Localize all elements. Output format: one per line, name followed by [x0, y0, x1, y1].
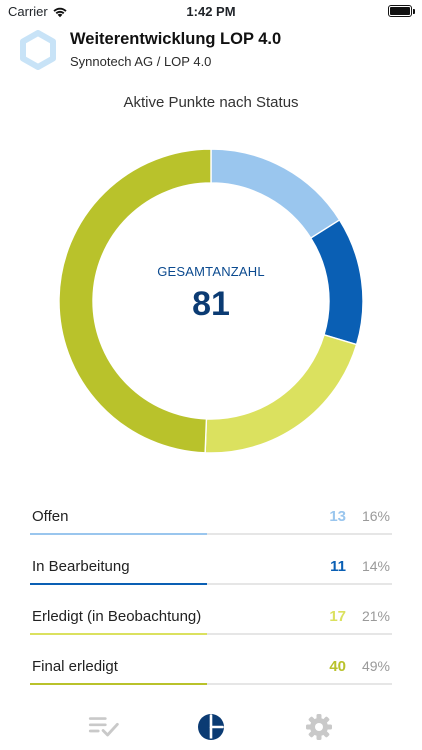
legend-bar: [30, 633, 208, 635]
tab-settings[interactable]: [303, 712, 335, 742]
legend-track: [30, 583, 392, 585]
donut-slice-3[interactable]: [58, 148, 212, 454]
total-label: GESAMTANZAHL: [157, 264, 265, 279]
legend-bar: [30, 533, 208, 535]
legend-label: Offen: [32, 508, 69, 525]
legend-percent: 14%: [361, 558, 390, 574]
status-donut-chart: [58, 148, 364, 454]
total-value: 81: [192, 285, 230, 323]
project-header[interactable]: Weiterentwicklung LOP 4.0 Synnotech AG /…: [0, 22, 422, 78]
carrier-group: Carrier: [8, 4, 68, 19]
legend-percent: 16%: [361, 508, 390, 524]
tab-bar: [0, 704, 422, 750]
legend-track: [30, 683, 392, 685]
chart-title: Aktive Punkte nach Status: [123, 94, 299, 111]
gear-icon: [306, 714, 332, 740]
legend-count: 17: [329, 608, 346, 625]
legend-row-final-erledigt[interactable]: Final erledigt 40 49%: [30, 648, 392, 698]
legend-row-in-bearbeitung[interactable]: In Bearbeitung 11 14%: [30, 548, 392, 598]
legend-label: Final erledigt: [32, 658, 118, 675]
checklist-icon: [88, 717, 119, 737]
carrier-label: Carrier: [8, 4, 48, 19]
status-bar: Carrier 1:42 PM: [0, 0, 422, 22]
wifi-icon: [53, 7, 67, 17]
clock: 1:42 PM: [186, 4, 236, 19]
project-title: Weiterentwicklung LOP 4.0: [70, 30, 282, 48]
legend-row-offen[interactable]: Offen 13 16%: [30, 498, 392, 548]
battery-icon: [388, 5, 415, 17]
donut-center: GESAMTANZAHL 81: [56, 146, 366, 456]
legend-label: Erledigt (in Beobachtung): [32, 608, 202, 625]
pie-chart-icon: [198, 714, 224, 740]
legend-count: 11: [330, 558, 346, 575]
legend-count: 40: [329, 658, 346, 675]
legend-percent: 49%: [361, 658, 390, 674]
legend-track: [30, 633, 392, 635]
tab-statistics[interactable]: [195, 712, 227, 742]
tab-list[interactable]: [88, 712, 120, 742]
legend-count: 13: [329, 508, 346, 525]
legend-track: [30, 533, 392, 535]
legend-row-erledigt-beobachtung[interactable]: Erledigt (in Beobachtung) 17 21%: [30, 598, 392, 648]
hexagon-logo-icon: [20, 30, 56, 70]
legend-percent: 21%: [361, 608, 390, 624]
legend-label: In Bearbeitung: [32, 558, 130, 575]
legend-bar: [30, 683, 208, 685]
project-subtitle: Synnotech AG / LOP 4.0: [70, 54, 212, 69]
legend-bar: [30, 583, 208, 585]
status-legend: Offen 13 16% In Bearbeitung 11 14% Erled…: [30, 498, 392, 698]
